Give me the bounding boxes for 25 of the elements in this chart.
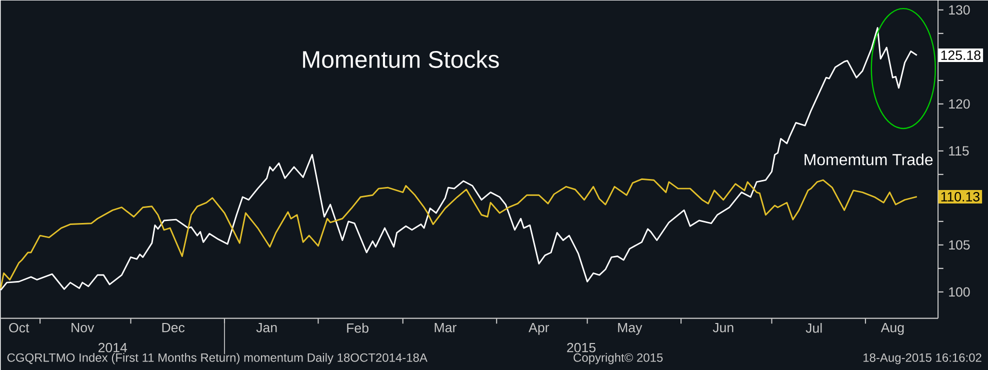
- x-tick-label: Nov: [72, 322, 94, 332]
- x-tick-label: Oct: [9, 322, 30, 332]
- x-tick-label: Jan: [256, 322, 277, 332]
- y-tick-label: 130: [949, 5, 970, 15]
- series-label: Momemtum Trade: [804, 153, 933, 166]
- x-tick-label: Apr: [528, 322, 550, 335]
- x-tick-label: May: [618, 322, 642, 335]
- text: Momentum Stocks: [303, 50, 499, 68]
- x-tick-label: Dec: [162, 322, 185, 332]
- y-tick-label: 100: [949, 287, 970, 297]
- text: 2014: [98, 342, 128, 352]
- text: 2015: [567, 342, 596, 352]
- y-tick-label: 120: [949, 99, 970, 109]
- x-tick-label: Jul: [806, 322, 822, 333]
- text: Copyright© 2015: [574, 352, 663, 364]
- annotation: 125.18: [941, 50, 980, 60]
- text: 18-Aug-2015 16:16:02: [864, 353, 982, 364]
- x-tick-label: Aug: [880, 322, 904, 335]
- x-tick-label: Jun: [712, 322, 734, 332]
- y-tick-label: 115: [949, 146, 969, 156]
- annotation: 110.13: [941, 192, 980, 202]
- y-tick-label: 105: [949, 240, 970, 250]
- x-tick-label: Mar: [434, 322, 456, 332]
- x-tick-label: Feb: [347, 322, 368, 333]
- text: CGQRLTMO Index (First 11 Months Return) momentum Daily 18OCT2014-18A: [7, 352, 428, 364]
